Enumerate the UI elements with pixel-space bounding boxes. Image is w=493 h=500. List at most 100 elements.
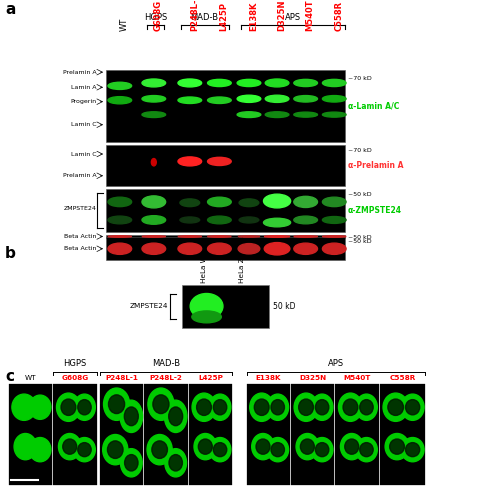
- Ellipse shape: [322, 80, 346, 86]
- Ellipse shape: [294, 80, 317, 86]
- Ellipse shape: [294, 216, 317, 224]
- Text: 3: 3: [187, 242, 192, 252]
- Text: D325N: D325N: [277, 0, 286, 31]
- Ellipse shape: [180, 217, 200, 223]
- Ellipse shape: [57, 393, 80, 422]
- Bar: [106, 235, 345, 238]
- Ellipse shape: [29, 438, 51, 462]
- Ellipse shape: [238, 236, 260, 237]
- Ellipse shape: [300, 439, 315, 454]
- Ellipse shape: [267, 394, 288, 420]
- Ellipse shape: [164, 400, 187, 432]
- Ellipse shape: [311, 394, 333, 420]
- Ellipse shape: [265, 95, 289, 102]
- Text: ~50 kD: ~50 kD: [348, 240, 371, 244]
- Text: C558R: C558R: [334, 1, 343, 31]
- Text: α-β Actin: α-β Actin: [348, 244, 387, 254]
- Bar: [100, 384, 143, 485]
- Ellipse shape: [294, 96, 317, 102]
- Text: ~50 kD: ~50 kD: [348, 235, 371, 240]
- Ellipse shape: [389, 439, 404, 454]
- Ellipse shape: [125, 454, 138, 471]
- Ellipse shape: [401, 394, 424, 420]
- Ellipse shape: [194, 434, 216, 460]
- Text: WT: WT: [25, 376, 36, 382]
- Bar: [335, 384, 379, 485]
- Text: M540T: M540T: [343, 376, 371, 382]
- Ellipse shape: [180, 199, 200, 206]
- Ellipse shape: [322, 216, 346, 224]
- Text: 8: 8: [332, 242, 337, 252]
- Ellipse shape: [322, 243, 346, 254]
- Ellipse shape: [406, 442, 420, 456]
- Bar: [53, 384, 97, 485]
- Ellipse shape: [190, 294, 223, 319]
- Text: Beta Actin: Beta Actin: [64, 234, 97, 239]
- Bar: [106, 189, 345, 232]
- Ellipse shape: [208, 158, 231, 166]
- Bar: [106, 238, 345, 260]
- Ellipse shape: [239, 217, 259, 223]
- Ellipse shape: [294, 196, 317, 207]
- Ellipse shape: [208, 243, 231, 254]
- Ellipse shape: [209, 394, 231, 420]
- Text: APS: APS: [328, 360, 344, 368]
- Bar: [189, 384, 232, 485]
- Text: Progerin: Progerin: [70, 99, 97, 104]
- Ellipse shape: [355, 394, 377, 420]
- Ellipse shape: [108, 197, 132, 206]
- Ellipse shape: [343, 399, 358, 415]
- Text: L425P: L425P: [219, 2, 228, 31]
- Ellipse shape: [355, 438, 377, 462]
- Ellipse shape: [296, 434, 318, 460]
- Ellipse shape: [148, 388, 174, 420]
- Ellipse shape: [142, 216, 166, 224]
- Ellipse shape: [360, 400, 373, 415]
- Text: 6: 6: [275, 242, 280, 252]
- Ellipse shape: [383, 393, 408, 422]
- Ellipse shape: [252, 434, 274, 460]
- Ellipse shape: [108, 243, 132, 254]
- Ellipse shape: [120, 448, 142, 477]
- Text: P248L-2: P248L-2: [190, 0, 199, 31]
- Text: 7: 7: [303, 242, 308, 252]
- Text: HGPS: HGPS: [63, 360, 87, 368]
- Text: a: a: [5, 2, 15, 18]
- Ellipse shape: [124, 407, 139, 426]
- Ellipse shape: [14, 434, 36, 460]
- Ellipse shape: [73, 438, 95, 462]
- Ellipse shape: [238, 244, 260, 254]
- Ellipse shape: [267, 438, 288, 462]
- Ellipse shape: [209, 438, 231, 462]
- Ellipse shape: [339, 393, 362, 422]
- Ellipse shape: [208, 236, 231, 238]
- Ellipse shape: [108, 82, 132, 90]
- Ellipse shape: [213, 442, 227, 456]
- Ellipse shape: [151, 158, 156, 166]
- Ellipse shape: [264, 242, 290, 255]
- Text: 50 kD: 50 kD: [273, 302, 295, 311]
- Ellipse shape: [360, 442, 373, 456]
- Ellipse shape: [322, 197, 346, 206]
- Ellipse shape: [254, 399, 269, 415]
- Text: c: c: [5, 369, 14, 384]
- Ellipse shape: [322, 112, 346, 117]
- Text: ~70 kD: ~70 kD: [348, 76, 371, 81]
- Ellipse shape: [12, 394, 36, 420]
- Ellipse shape: [265, 79, 289, 87]
- Text: ~50 kD: ~50 kD: [348, 192, 371, 198]
- Text: α-ZMPSTE24: α-ZMPSTE24: [348, 206, 402, 215]
- Ellipse shape: [316, 442, 329, 456]
- Bar: [182, 285, 269, 328]
- Ellipse shape: [169, 407, 183, 426]
- Ellipse shape: [213, 400, 227, 415]
- Ellipse shape: [59, 434, 81, 460]
- Ellipse shape: [322, 236, 346, 238]
- Text: G608G: G608G: [61, 376, 89, 382]
- Ellipse shape: [169, 454, 182, 471]
- Ellipse shape: [108, 395, 125, 413]
- Ellipse shape: [147, 434, 172, 465]
- Text: Prelamin A: Prelamin A: [63, 174, 97, 178]
- Text: α-Lamin A/C: α-Lamin A/C: [348, 102, 399, 110]
- Ellipse shape: [198, 439, 212, 454]
